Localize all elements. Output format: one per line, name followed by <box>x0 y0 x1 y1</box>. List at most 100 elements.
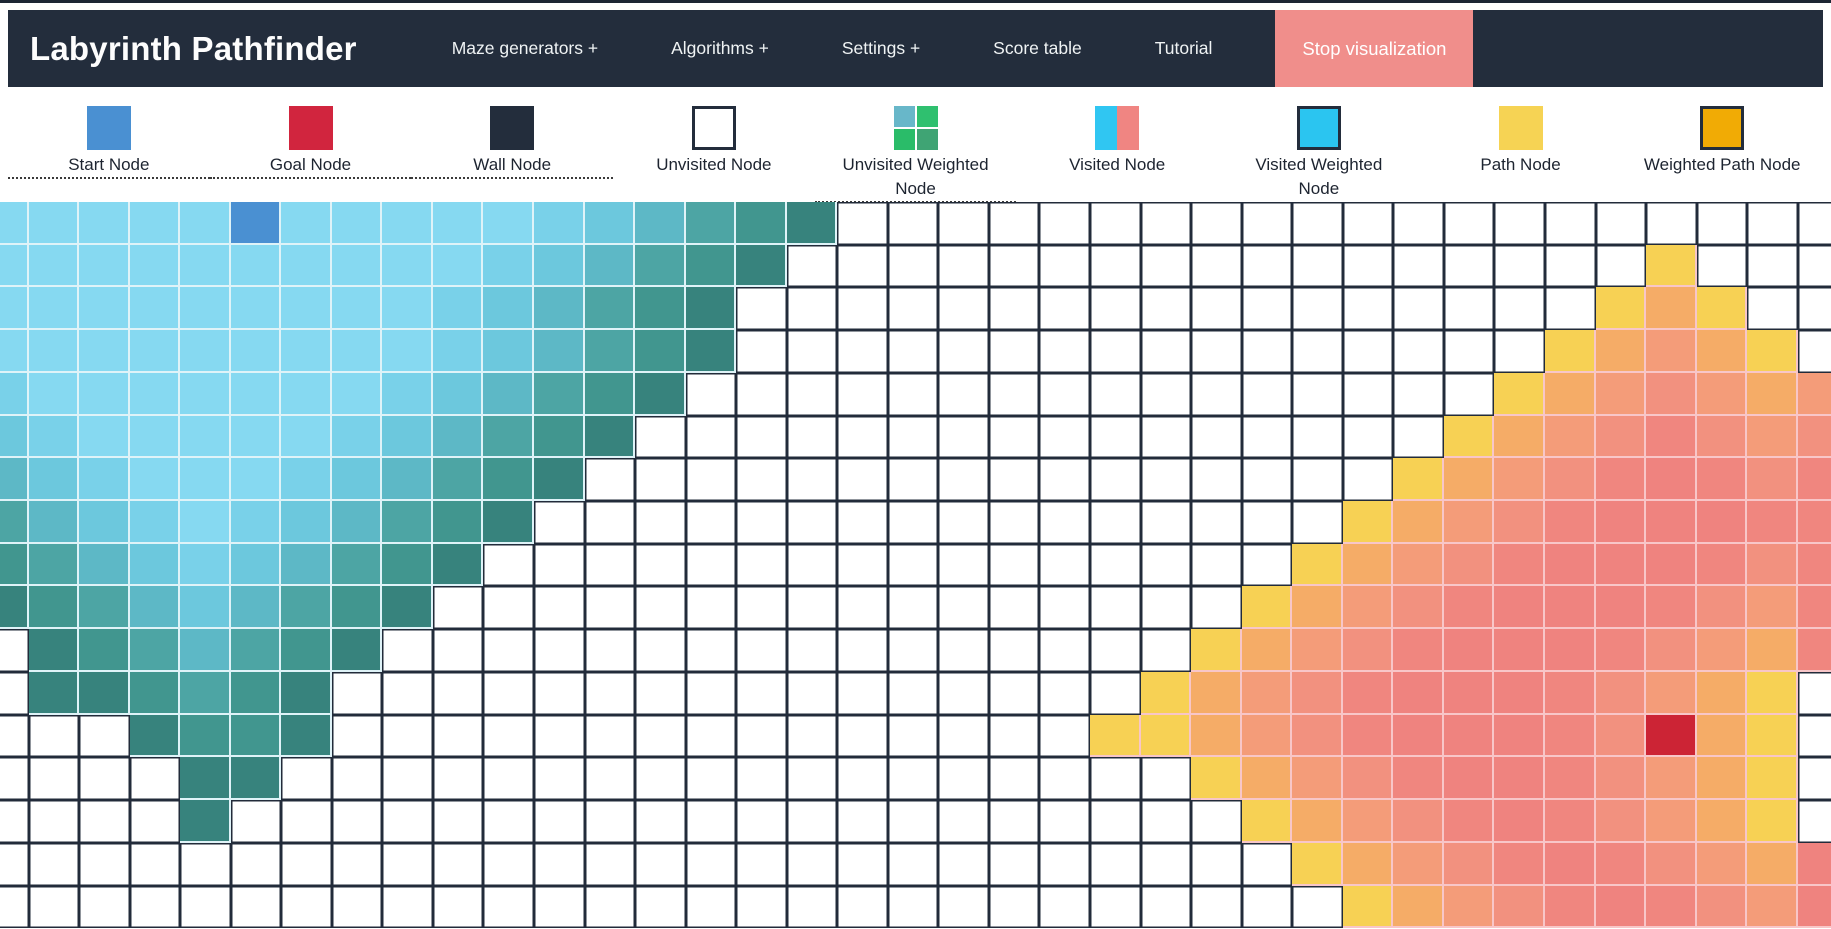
legend-item-goal[interactable]: Goal Node <box>209 106 412 179</box>
grid-cell[interactable] <box>635 202 686 245</box>
grid-cell[interactable] <box>736 458 787 502</box>
grid-cell[interactable] <box>1241 543 1293 587</box>
grid-cell[interactable] <box>1191 372 1242 416</box>
grid-cell[interactable] <box>1747 330 1798 373</box>
grid-cell[interactable] <box>938 586 989 630</box>
grid-cell[interactable] <box>1292 501 1343 544</box>
grid-cell[interactable] <box>1342 372 1394 416</box>
grid-cell[interactable] <box>736 543 787 587</box>
grid-cell[interactable] <box>1494 800 1545 843</box>
grid-cell[interactable] <box>28 714 80 758</box>
grid-cell[interactable] <box>79 586 130 630</box>
grid-cell[interactable] <box>180 501 231 544</box>
grid-cell[interactable] <box>1039 671 1091 715</box>
grid-cell[interactable] <box>1747 372 1798 416</box>
grid-cell[interactable] <box>1292 415 1343 459</box>
grid-cell[interactable] <box>79 842 130 886</box>
grid-cell[interactable] <box>1494 629 1545 672</box>
grid-cell[interactable] <box>1140 458 1192 502</box>
grid-cell[interactable] <box>483 330 535 373</box>
grid-cell[interactable] <box>1544 757 1596 801</box>
grid-cell[interactable] <box>230 714 282 758</box>
grid-cell[interactable] <box>534 330 585 373</box>
grid-cell[interactable] <box>837 842 888 886</box>
grid-cell[interactable] <box>1797 885 1831 929</box>
grid-cell[interactable] <box>534 885 585 929</box>
grid-cell[interactable] <box>1595 244 1647 288</box>
grid-cell[interactable] <box>1544 629 1596 672</box>
grid-cell[interactable] <box>129 629 181 672</box>
grid-cell[interactable] <box>79 202 130 245</box>
grid-cell[interactable] <box>1797 202 1831 245</box>
grid-cell[interactable] <box>1039 330 1091 373</box>
grid-cell[interactable] <box>1646 543 1697 587</box>
grid-cell[interactable] <box>584 714 636 758</box>
grid-cell[interactable] <box>988 885 1040 929</box>
grid-cell[interactable] <box>786 202 838 245</box>
grid-cell[interactable] <box>382 842 433 886</box>
grid-cell[interactable] <box>129 586 181 630</box>
grid-cell[interactable] <box>28 671 80 715</box>
grid-cell[interactable] <box>786 800 838 843</box>
grid-cell[interactable] <box>1140 800 1192 843</box>
grid-cell[interactable] <box>534 586 585 630</box>
grid-cell[interactable] <box>1191 885 1242 929</box>
grid-cell[interactable] <box>1696 501 1748 544</box>
grid-cell[interactable] <box>382 202 433 245</box>
grid-cell[interactable] <box>786 671 838 715</box>
grid-cell[interactable] <box>1292 372 1343 416</box>
grid-cell[interactable] <box>79 800 130 843</box>
grid-cell[interactable] <box>483 714 535 758</box>
grid-cell[interactable] <box>1342 714 1394 758</box>
grid-cell[interactable] <box>1393 800 1444 843</box>
grid-cell[interactable] <box>0 842 29 886</box>
grid-cell[interactable] <box>887 586 939 630</box>
grid-cell[interactable] <box>230 629 282 672</box>
grid-cell[interactable] <box>635 415 686 459</box>
grid-cell[interactable] <box>1039 714 1091 758</box>
grid-cell[interactable] <box>382 458 433 502</box>
grid-cell[interactable] <box>1393 330 1444 373</box>
grid-cell[interactable] <box>1696 885 1748 929</box>
grid-cell[interactable] <box>382 800 433 843</box>
grid-cell[interactable] <box>736 372 787 416</box>
grid-cell[interactable] <box>1191 330 1242 373</box>
grid-cell[interactable] <box>685 458 737 502</box>
grid-cell[interactable] <box>887 714 939 758</box>
legend-item-visited-weighted[interactable]: Visited Weighted Node <box>1218 106 1420 201</box>
grid-cell[interactable] <box>382 543 433 587</box>
grid-cell[interactable] <box>584 800 636 843</box>
grid-cell[interactable] <box>1292 842 1343 886</box>
grid-cell[interactable] <box>685 714 737 758</box>
grid-cell[interactable] <box>736 629 787 672</box>
grid-cell[interactable] <box>786 415 838 459</box>
grid-cell[interactable] <box>837 543 888 587</box>
grid-cell[interactable] <box>1544 244 1596 288</box>
grid-cell[interactable] <box>382 330 433 373</box>
grid-cell[interactable] <box>736 501 787 544</box>
grid-cell[interactable] <box>938 330 989 373</box>
grid-cell[interactable] <box>483 842 535 886</box>
grid-cell[interactable] <box>180 372 231 416</box>
grid-cell[interactable] <box>988 458 1040 502</box>
grid-cell[interactable] <box>1696 671 1748 715</box>
grid-cell[interactable] <box>1443 671 1495 715</box>
grid-cell[interactable] <box>331 714 383 758</box>
grid-cell[interactable] <box>786 714 838 758</box>
grid-cell[interactable] <box>1292 885 1343 929</box>
grid-cell[interactable] <box>1443 202 1495 245</box>
grid-cell[interactable] <box>685 330 737 373</box>
grid-cell[interactable] <box>79 757 130 801</box>
grid-cell[interactable] <box>1443 372 1495 416</box>
grid-cell[interactable] <box>1646 244 1697 288</box>
grid-cell[interactable] <box>1646 415 1697 459</box>
grid-cell[interactable] <box>837 287 888 331</box>
grid-cell[interactable] <box>331 757 383 801</box>
grid-cell[interactable] <box>1241 885 1293 929</box>
grid-cell[interactable] <box>786 757 838 801</box>
grid-cell[interactable] <box>887 330 939 373</box>
legend-item-path[interactable]: Path Node <box>1420 106 1622 177</box>
grid-cell[interactable] <box>1393 415 1444 459</box>
grid-cell[interactable] <box>1342 842 1394 886</box>
grid-cell[interactable] <box>1494 586 1545 630</box>
